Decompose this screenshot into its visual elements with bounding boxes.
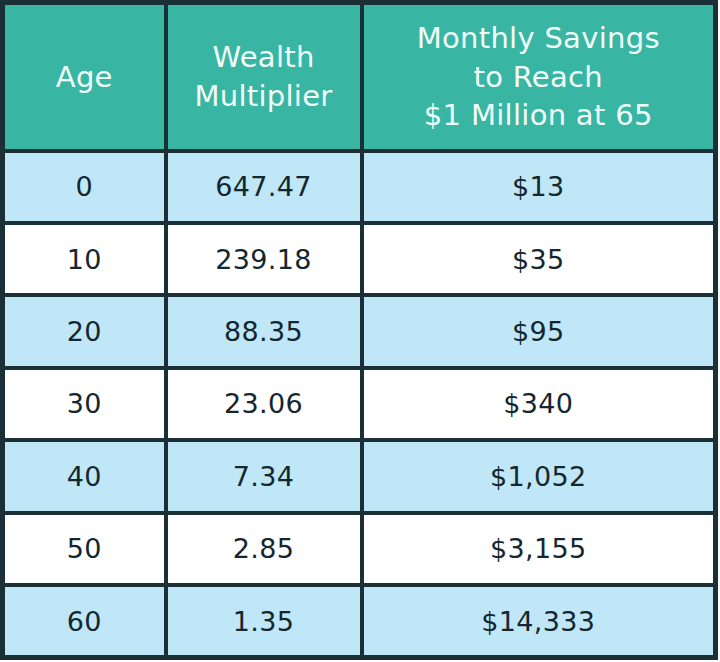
header-age-label: Age <box>5 58 164 96</box>
cell-age: 0 <box>3 151 166 223</box>
header-row: Age Wealth Multiplier Monthly Savings to… <box>3 3 716 151</box>
header-savings-line: Monthly Savings <box>364 19 714 57</box>
header-cell-age: Age <box>3 3 166 151</box>
cell-multiplier: 239.18 <box>166 223 362 295</box>
cell-savings: $340 <box>362 368 716 440</box>
cell-savings: $35 <box>362 223 716 295</box>
header-savings-line: $1 Million at 65 <box>364 96 714 134</box>
cell-multiplier: 23.06 <box>166 368 362 440</box>
cell-multiplier: 1.35 <box>166 585 362 657</box>
cell-age: 40 <box>3 440 166 512</box>
table-row: 60 1.35 $14,333 <box>3 585 716 657</box>
cell-savings: $14,333 <box>362 585 716 657</box>
cell-savings: $13 <box>362 151 716 223</box>
cell-savings: $1,052 <box>362 440 716 512</box>
cell-age: 60 <box>3 585 166 657</box>
cell-age: 30 <box>3 368 166 440</box>
table-row: 0 647.47 $13 <box>3 151 716 223</box>
cell-age: 50 <box>3 513 166 585</box>
cell-savings: $3,155 <box>362 513 716 585</box>
header-multiplier-line: Wealth <box>168 38 360 76</box>
cell-multiplier: 88.35 <box>166 295 362 367</box>
wealth-multiplier-figure: Age Wealth Multiplier Monthly Savings to… <box>0 0 720 662</box>
table-row: 20 88.35 $95 <box>3 295 716 367</box>
table-row: 40 7.34 $1,052 <box>3 440 716 512</box>
cell-savings: $95 <box>362 295 716 367</box>
cell-multiplier: 2.85 <box>166 513 362 585</box>
cell-multiplier: 647.47 <box>166 151 362 223</box>
wealth-multiplier-table: Age Wealth Multiplier Monthly Savings to… <box>0 0 718 660</box>
cell-multiplier: 7.34 <box>166 440 362 512</box>
table-row: 10 239.18 $35 <box>3 223 716 295</box>
cell-age: 20 <box>3 295 166 367</box>
table-row: 30 23.06 $340 <box>3 368 716 440</box>
header-cell-monthly-savings: Monthly Savings to Reach $1 Million at 6… <box>362 3 716 151</box>
header-multiplier-line: Multiplier <box>168 77 360 115</box>
header-cell-wealth-multiplier: Wealth Multiplier <box>166 3 362 151</box>
table-row: 50 2.85 $3,155 <box>3 513 716 585</box>
header-savings-line: to Reach <box>364 58 714 96</box>
cell-age: 10 <box>3 223 166 295</box>
